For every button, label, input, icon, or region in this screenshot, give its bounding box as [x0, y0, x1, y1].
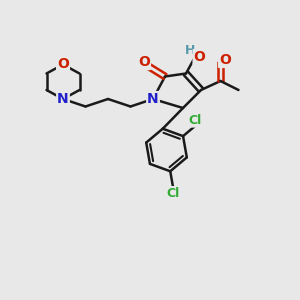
Text: O: O [57, 58, 69, 71]
Text: N: N [147, 92, 159, 106]
Text: Cl: Cl [188, 114, 202, 127]
Text: O: O [219, 53, 231, 67]
Text: N: N [57, 92, 69, 106]
Text: H: H [184, 44, 195, 57]
Text: Cl: Cl [167, 187, 180, 200]
Text: O: O [194, 50, 206, 64]
Text: O: O [138, 55, 150, 69]
